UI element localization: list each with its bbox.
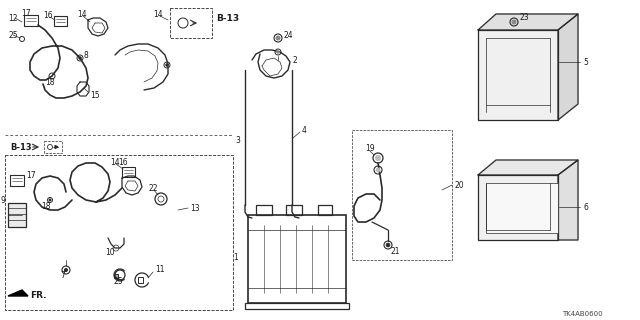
Text: 10: 10 bbox=[105, 247, 115, 257]
Text: 18: 18 bbox=[45, 77, 55, 86]
Bar bbox=[478, 30, 558, 120]
Bar bbox=[122, 167, 135, 177]
Text: 1: 1 bbox=[234, 253, 238, 262]
Bar bbox=[486, 183, 558, 233]
Circle shape bbox=[277, 51, 279, 53]
Polygon shape bbox=[558, 160, 578, 240]
Bar bbox=[318, 205, 332, 215]
Text: 25: 25 bbox=[8, 30, 18, 39]
Text: TK4AB0600: TK4AB0600 bbox=[562, 311, 603, 317]
Text: 14: 14 bbox=[153, 10, 163, 19]
Bar bbox=[10, 175, 24, 186]
Text: 5: 5 bbox=[583, 58, 588, 67]
Text: FR.: FR. bbox=[30, 292, 47, 300]
Text: 4: 4 bbox=[302, 125, 307, 134]
Bar bbox=[286, 205, 302, 215]
Circle shape bbox=[276, 36, 280, 40]
Text: 3: 3 bbox=[236, 135, 241, 145]
Text: 24: 24 bbox=[283, 30, 292, 39]
Text: 2: 2 bbox=[292, 55, 297, 65]
Circle shape bbox=[376, 156, 381, 161]
Bar bbox=[170, 8, 212, 38]
Text: 14: 14 bbox=[110, 157, 120, 166]
Text: 17: 17 bbox=[26, 171, 36, 180]
Text: 23: 23 bbox=[519, 12, 529, 21]
Text: 13: 13 bbox=[190, 204, 200, 212]
Bar bbox=[352, 130, 452, 260]
Text: 16: 16 bbox=[118, 157, 127, 166]
Text: 18: 18 bbox=[41, 202, 51, 211]
Text: 19: 19 bbox=[365, 143, 375, 153]
Text: 12: 12 bbox=[8, 13, 17, 22]
Text: 25: 25 bbox=[113, 277, 123, 286]
Bar bbox=[245, 303, 349, 309]
Polygon shape bbox=[558, 14, 578, 120]
Circle shape bbox=[65, 268, 67, 271]
Bar bbox=[8, 203, 26, 227]
Text: B-13: B-13 bbox=[10, 142, 31, 151]
Polygon shape bbox=[8, 290, 28, 296]
Circle shape bbox=[166, 64, 168, 66]
Circle shape bbox=[49, 199, 51, 201]
Circle shape bbox=[386, 243, 390, 247]
Bar bbox=[256, 205, 272, 215]
Bar bbox=[44, 141, 62, 153]
Bar bbox=[54, 16, 67, 26]
Polygon shape bbox=[478, 14, 578, 30]
Circle shape bbox=[512, 20, 516, 24]
Polygon shape bbox=[478, 160, 578, 175]
Text: 15: 15 bbox=[90, 91, 100, 100]
Text: 21: 21 bbox=[390, 246, 399, 255]
Text: 8: 8 bbox=[83, 51, 88, 60]
Bar bbox=[248, 215, 346, 303]
Text: 7: 7 bbox=[61, 271, 65, 281]
Bar bbox=[5, 155, 233, 310]
Text: B-13: B-13 bbox=[216, 13, 239, 22]
Circle shape bbox=[376, 168, 380, 172]
Text: 16: 16 bbox=[43, 11, 52, 20]
Bar bbox=[24, 15, 38, 26]
Text: 6: 6 bbox=[583, 203, 588, 212]
Text: 14: 14 bbox=[77, 10, 86, 19]
Text: 20: 20 bbox=[454, 180, 463, 189]
Polygon shape bbox=[55, 146, 58, 148]
Text: 11: 11 bbox=[155, 266, 164, 275]
Text: 22: 22 bbox=[148, 183, 157, 193]
Text: 17: 17 bbox=[21, 9, 31, 18]
Bar bbox=[478, 175, 558, 240]
Bar bbox=[138, 277, 143, 283]
Text: 9: 9 bbox=[0, 196, 5, 204]
Circle shape bbox=[79, 57, 81, 59]
Bar bbox=[114, 274, 118, 278]
